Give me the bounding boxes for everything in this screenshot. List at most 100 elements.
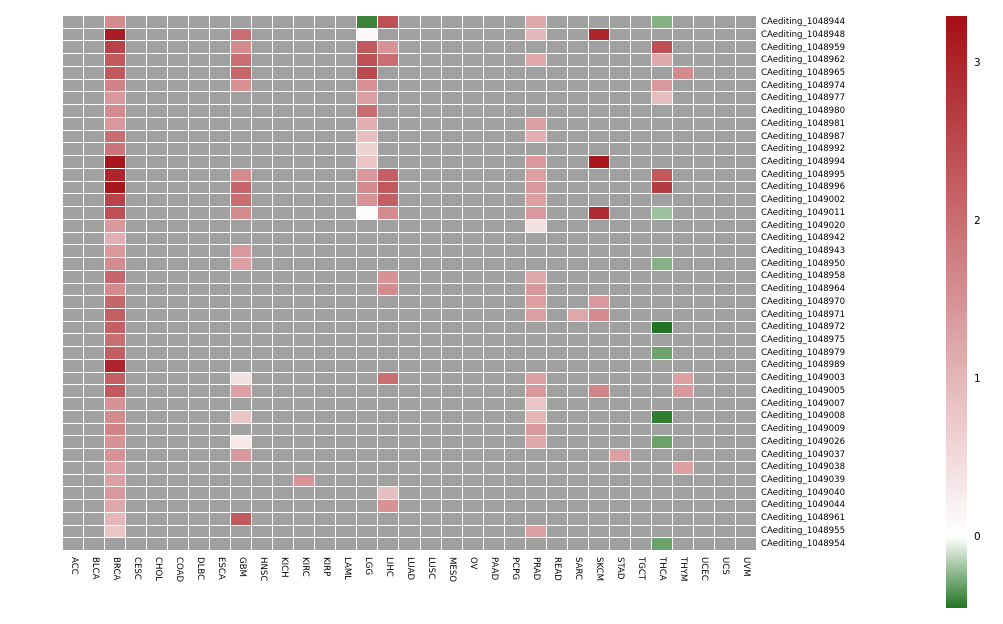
heatmap-cell — [378, 258, 399, 270]
heatmap-cell — [504, 538, 525, 550]
heatmap-cell — [63, 28, 84, 41]
heatmap-cell — [336, 334, 357, 347]
heatmap-cell — [672, 359, 693, 372]
heatmap-cell — [147, 79, 168, 92]
heatmap-cell — [168, 538, 189, 550]
heatmap-cell — [693, 105, 714, 117]
heatmap-cell — [105, 232, 126, 245]
heatmap-cell — [84, 207, 105, 219]
heatmap-cell — [189, 54, 210, 66]
heatmap-cell — [546, 410, 567, 423]
heatmap-cell — [546, 79, 567, 92]
heatmap-cell — [126, 410, 147, 423]
heatmap-cell — [63, 232, 84, 245]
heatmap-cell — [168, 372, 189, 385]
heatmap-cell — [735, 194, 756, 207]
heatmap-cell — [399, 512, 420, 525]
column-label: LIHC — [383, 557, 394, 577]
heatmap-cell — [105, 500, 126, 512]
heatmap-cell — [105, 41, 126, 54]
heatmap-cell — [420, 423, 441, 436]
heatmap-cell — [126, 66, 147, 79]
heatmap-cell — [546, 474, 567, 487]
heatmap-cell — [399, 359, 420, 372]
heatmap-cell — [630, 194, 651, 207]
heatmap-cell — [399, 500, 420, 512]
heatmap-cell — [399, 232, 420, 245]
heatmap-cell — [525, 423, 546, 436]
heatmap-cell — [63, 92, 84, 105]
heatmap-cell — [399, 92, 420, 105]
heatmap-cell — [273, 181, 294, 194]
heatmap-cell — [315, 143, 336, 156]
heatmap-cell — [252, 500, 273, 512]
heatmap-cell — [462, 334, 483, 347]
heatmap-cell — [315, 117, 336, 130]
heatmap-cell — [210, 207, 231, 219]
heatmap-cell — [63, 130, 84, 143]
heatmap-cell — [462, 538, 483, 550]
heatmap-cell — [168, 487, 189, 500]
heatmap-cell — [462, 359, 483, 372]
heatmap-cell — [63, 181, 84, 194]
heatmap-cell — [504, 105, 525, 117]
heatmap-cell — [693, 487, 714, 500]
heatmap-cell — [378, 347, 399, 359]
heatmap-cell — [294, 92, 315, 105]
heatmap-cell — [399, 525, 420, 538]
heatmap-cell — [441, 525, 462, 538]
row-label: CAediting_1048987 — [761, 131, 846, 142]
heatmap-cell — [105, 117, 126, 130]
heatmap-cell — [651, 194, 672, 207]
heatmap-cell — [189, 245, 210, 258]
heatmap-cell — [609, 117, 630, 130]
heatmap-cell — [336, 143, 357, 156]
heatmap-cell — [273, 296, 294, 308]
heatmap-cell — [546, 194, 567, 207]
heatmap-cell — [189, 270, 210, 283]
heatmap-cell — [336, 41, 357, 54]
heatmap-cell — [231, 245, 252, 258]
heatmap-cell — [105, 487, 126, 500]
heatmap-cell — [357, 385, 378, 398]
heatmap-cell — [126, 538, 147, 550]
heatmap-cell — [210, 347, 231, 359]
row-label: CAediting_1049038 — [761, 462, 846, 473]
heatmap-cell — [567, 487, 588, 500]
heatmap-cell — [315, 512, 336, 525]
heatmap-cell — [420, 385, 441, 398]
heatmap-cell — [525, 232, 546, 245]
heatmap-cell — [357, 538, 378, 550]
heatmap-cell — [231, 359, 252, 372]
heatmap-cell — [672, 487, 693, 500]
heatmap-cell — [252, 92, 273, 105]
heatmap-cell — [168, 258, 189, 270]
heatmap-cell — [672, 117, 693, 130]
heatmap-cell — [504, 181, 525, 194]
heatmap-cell — [609, 207, 630, 219]
row-label: CAediting_1049005 — [761, 385, 846, 396]
heatmap-cell — [546, 168, 567, 181]
heatmap-cell — [504, 423, 525, 436]
heatmap-cell — [630, 168, 651, 181]
heatmap-cell — [483, 410, 504, 423]
column-label: SKCM — [593, 557, 604, 582]
heatmap-cell — [567, 194, 588, 207]
heatmap-cell — [525, 525, 546, 538]
heatmap-cell — [609, 143, 630, 156]
heatmap-cell — [189, 168, 210, 181]
heatmap-cell — [84, 232, 105, 245]
heatmap-cell — [399, 258, 420, 270]
heatmap-cell — [63, 436, 84, 449]
heatmap-cell — [357, 296, 378, 308]
heatmap-cell — [546, 347, 567, 359]
heatmap-cell — [105, 194, 126, 207]
heatmap-cell — [147, 296, 168, 308]
heatmap-cell — [84, 79, 105, 92]
heatmap-cell — [483, 487, 504, 500]
heatmap-cell — [168, 461, 189, 474]
heatmap-cell — [504, 449, 525, 461]
heatmap-cell — [252, 423, 273, 436]
heatmap-cell — [252, 258, 273, 270]
heatmap-cell — [609, 41, 630, 54]
